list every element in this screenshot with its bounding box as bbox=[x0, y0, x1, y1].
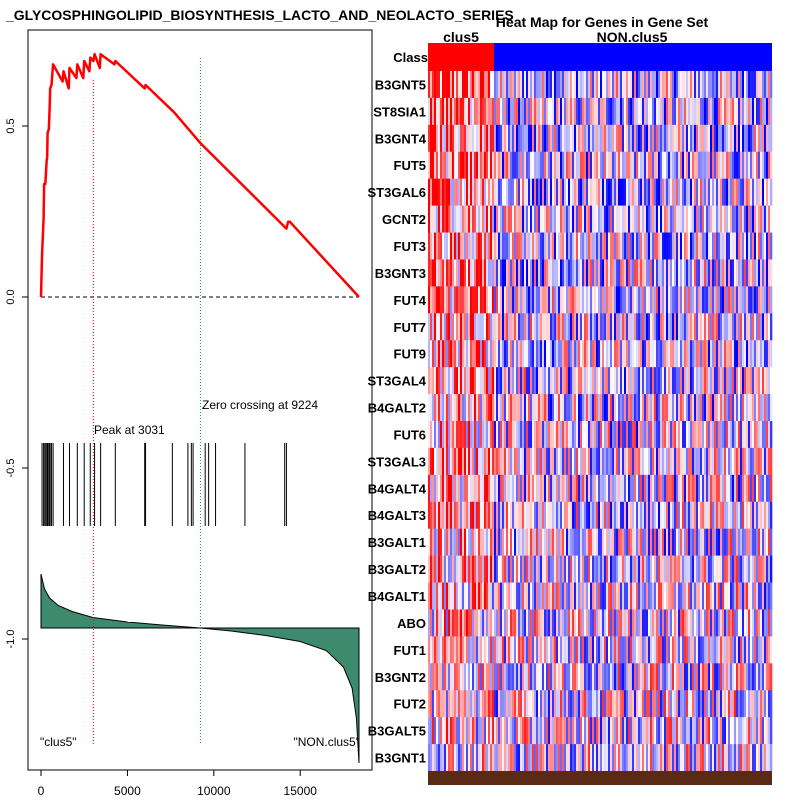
gene-label: ST3GAL6 bbox=[367, 185, 426, 200]
heatmap-row bbox=[428, 124, 773, 153]
heatmap-row bbox=[428, 717, 773, 745]
heatmap-row bbox=[428, 663, 773, 691]
y-tick-label: 0.5 bbox=[5, 118, 17, 133]
gene-label: B3GALT2 bbox=[368, 562, 426, 577]
heatmap-row bbox=[428, 528, 773, 556]
gene-label: FUT9 bbox=[394, 347, 427, 362]
gene-label: ABO bbox=[397, 616, 426, 631]
heatmap-row bbox=[428, 205, 773, 233]
heatmap-row bbox=[428, 367, 773, 395]
x-tick-label: 15000 bbox=[284, 784, 318, 798]
heatmap-row bbox=[428, 286, 773, 314]
heatmap-row bbox=[428, 744, 773, 772]
heatmap-row bbox=[428, 421, 773, 449]
gene-label: B4GALT1 bbox=[368, 589, 426, 604]
enrichment-score-curve bbox=[39, 52, 360, 298]
gene-label: B4GALT3 bbox=[368, 508, 426, 523]
gene-label: ST3GAL4 bbox=[367, 374, 426, 389]
heatmap-group-label-non-clus5: NON.clus5 bbox=[597, 29, 668, 45]
zero-crossing-annotation: Zero crossing at 9224 bbox=[202, 398, 318, 412]
left-group-annotation: "clus5" bbox=[40, 735, 77, 749]
gene-label: B3GNT3 bbox=[375, 266, 426, 281]
peak-annotation: Peak at 3031 bbox=[94, 423, 165, 437]
x-axis: 0 5000 10000 15000 bbox=[38, 770, 318, 798]
heatmap-row bbox=[428, 582, 773, 610]
gene-label: FUT4 bbox=[394, 293, 427, 308]
class-bar-clus5 bbox=[428, 43, 494, 71]
heatmap-row bbox=[428, 340, 773, 368]
gene-label: FUT7 bbox=[394, 320, 427, 335]
heatmap-row bbox=[428, 609, 773, 637]
gene-label: B3GNT4 bbox=[375, 131, 427, 146]
y-tick-label: -0.5 bbox=[5, 459, 17, 478]
ranked-metric-area bbox=[40, 573, 360, 764]
gene-label: B3GALT1 bbox=[368, 535, 426, 550]
gene-label: ST8SIA1 bbox=[373, 104, 426, 119]
heatmap-class-label: Class bbox=[393, 50, 428, 65]
heatmap-row bbox=[428, 474, 773, 503]
gene-label: FUT2 bbox=[394, 697, 427, 712]
y-tick-label: -1.0 bbox=[5, 630, 17, 649]
heatmap-row bbox=[428, 636, 773, 664]
class-bar-non-clus5 bbox=[494, 43, 772, 71]
heatmap-row bbox=[428, 259, 773, 287]
heatmap-row bbox=[428, 447, 773, 476]
heatmap-gene-labels: B3GNT5 ST8SIA1 B3GNT4 FUT5 ST3GAL6 GCNT2 FUT3 B… bbox=[367, 78, 426, 766]
heatmap-row bbox=[428, 313, 773, 341]
heatmap-title: Heat Map for Genes in Gene Set bbox=[496, 14, 709, 30]
gene-label: B4GALT2 bbox=[368, 401, 426, 416]
heatmap-row bbox=[428, 178, 773, 206]
gene-label: B3GNT1 bbox=[375, 751, 426, 766]
gene-label: B3GNT5 bbox=[375, 78, 426, 93]
heatmap-row bbox=[428, 232, 773, 260]
gene-label: B3GALT5 bbox=[368, 724, 426, 739]
gene-hit-ticks bbox=[41, 443, 287, 526]
y-axis: 0.0 0.5 -0.5 -1.0 bbox=[5, 118, 28, 648]
gene-label: FUT6 bbox=[394, 428, 427, 443]
right-group-annotation: "NON.clus5" bbox=[293, 735, 360, 749]
gene-label: FUT1 bbox=[394, 643, 427, 658]
heatmap-row bbox=[428, 151, 773, 179]
heatmap-rows bbox=[428, 71, 773, 772]
heatmap-group-label-clus5: clus5 bbox=[443, 29, 479, 45]
heatmap-row bbox=[428, 555, 773, 583]
heatmap-row bbox=[428, 394, 773, 422]
gene-label: FUT5 bbox=[394, 158, 427, 173]
heatmap-bottom-strip bbox=[428, 771, 772, 785]
gene-label: B4GALT4 bbox=[368, 481, 427, 496]
x-tick-label: 0 bbox=[38, 784, 45, 798]
gene-label: GCNT2 bbox=[382, 212, 426, 227]
heatmap-row bbox=[428, 690, 773, 718]
heatmap-row bbox=[428, 97, 773, 126]
gene-label: B3GNT2 bbox=[375, 670, 426, 685]
x-tick-label: 5000 bbox=[114, 784, 141, 798]
gene-label: ST3GAL3 bbox=[367, 454, 426, 469]
heatmap-row bbox=[428, 71, 773, 99]
x-tick-label: 10000 bbox=[197, 784, 231, 798]
heatmap-row bbox=[428, 501, 773, 529]
y-tick-label: 0.0 bbox=[5, 289, 17, 304]
enrichment-plot-title: _GLYCOSPHINGOLIPID_BIOSYNTHESIS_LACTO_AN… bbox=[5, 7, 514, 23]
enrichment-plot-frame bbox=[27, 29, 373, 771]
gene-label: FUT3 bbox=[394, 239, 427, 254]
